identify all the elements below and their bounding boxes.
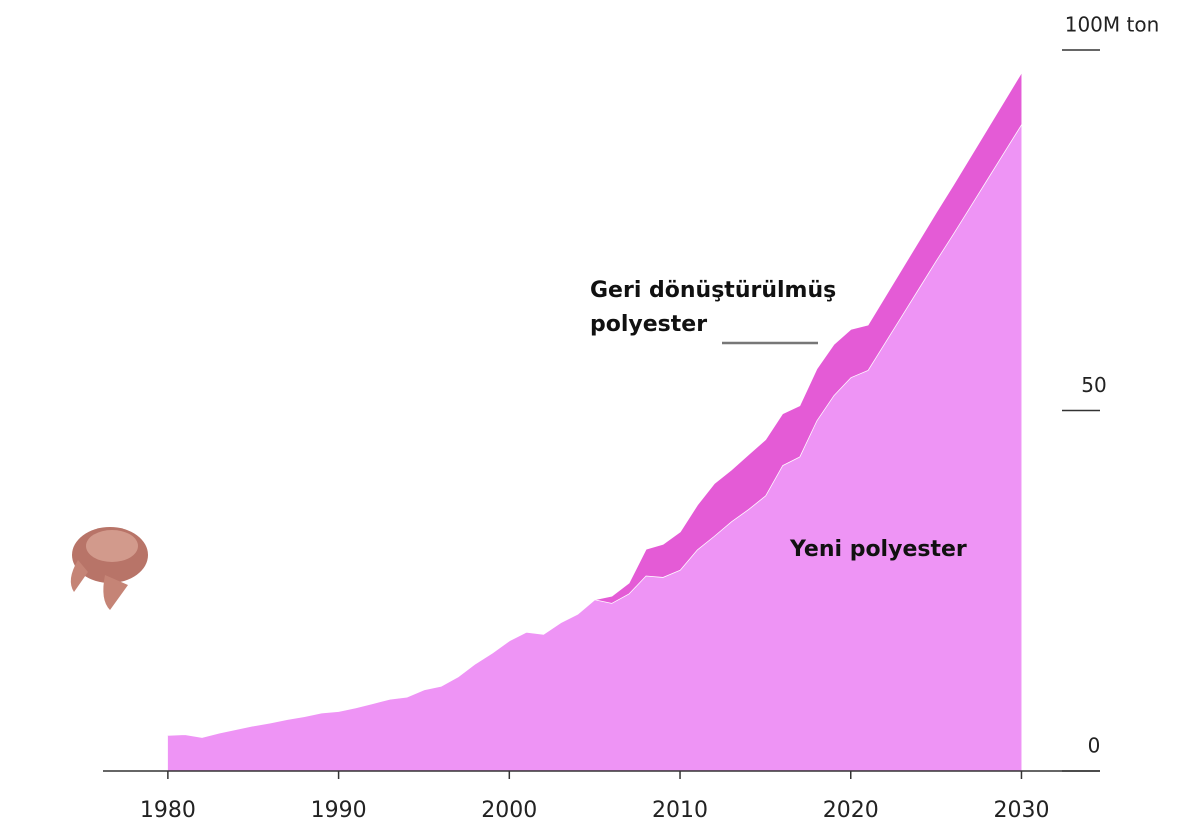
x-tick-label: 2000 bbox=[481, 798, 537, 823]
x-tick-label: 1980 bbox=[140, 798, 196, 823]
area-edge bbox=[594, 71, 1023, 601]
x-tick-label: 2010 bbox=[652, 798, 708, 823]
hat-icon bbox=[70, 527, 148, 610]
x-tick-label: 2030 bbox=[993, 798, 1049, 823]
y-tick-label: 0 bbox=[1088, 734, 1101, 758]
x-tick-label: 2020 bbox=[823, 798, 879, 823]
series-label: Yeni polyester bbox=[790, 537, 967, 562]
x-tick-label: 1990 bbox=[311, 798, 367, 823]
series-label: Geri dönüştürülmüş polyester bbox=[590, 278, 837, 337]
area bbox=[167, 124, 1022, 771]
area-edge bbox=[167, 123, 1023, 738]
y-tick-label: 50 bbox=[1081, 373, 1106, 397]
y-tick-label: 100M ton bbox=[1065, 13, 1160, 37]
